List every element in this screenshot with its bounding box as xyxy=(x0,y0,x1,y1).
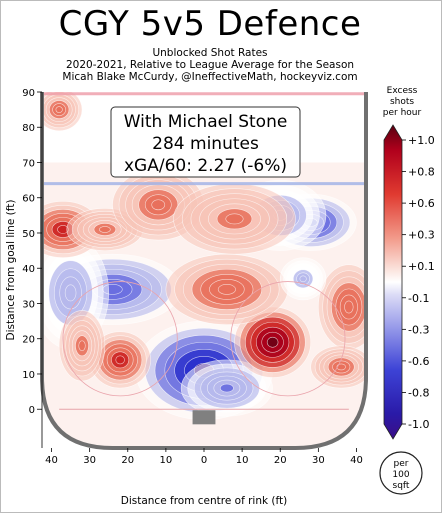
x-tick-label: 20 xyxy=(274,455,287,466)
colorbar-tick-label: -0.1 xyxy=(408,292,429,305)
x-tick-label: 0 xyxy=(201,455,207,466)
x-tick-label: 20 xyxy=(121,455,134,466)
heat-region xyxy=(180,359,273,417)
x-tick-label: 30 xyxy=(83,455,96,466)
chart-subtitle-3: Micah Blake McCurdy, @IneffectiveMath, h… xyxy=(62,71,358,83)
heat-contour xyxy=(299,275,307,283)
heat-region xyxy=(58,310,106,382)
x-tick-label: 40 xyxy=(45,455,58,466)
colorbar-tick-label: +1.0 xyxy=(408,134,435,147)
x-tick-label: 30 xyxy=(312,455,325,466)
colorbar-title-2: shots xyxy=(390,97,414,107)
y-axis-label: Distance from goal line (ft) xyxy=(5,200,17,341)
chart-subtitle-2: 2020-2021, Relative to League Average fo… xyxy=(65,59,355,71)
colorbar-tick-label: -1.0 xyxy=(408,418,429,431)
heat-contour xyxy=(115,355,125,365)
heat-contour xyxy=(64,284,77,302)
colorbar-tick-label: -0.3 xyxy=(408,323,429,336)
y-tick-label: 80 xyxy=(22,123,35,134)
heat-region xyxy=(165,253,289,325)
info-line-3: xGA/60: 2.27 (-6%) xyxy=(124,156,287,176)
x-tick-label: 40 xyxy=(350,455,363,466)
faceoff-circle-right xyxy=(230,281,346,397)
heat-contour xyxy=(220,383,234,393)
heatmap-layer xyxy=(42,92,366,448)
heat-contour xyxy=(344,300,354,314)
badge-line-1: per xyxy=(394,459,409,469)
colorbar: Excess shots per hour +1.0 +0.8 +0.6 +0.3 +0… xyxy=(383,86,435,440)
colorbar-tick-label: +0.8 xyxy=(408,166,435,179)
info-line-2: 284 minutes xyxy=(152,134,259,154)
y-tick-label: 0 xyxy=(29,405,35,416)
heat-contour xyxy=(55,106,63,113)
colorbar-scale xyxy=(383,124,403,440)
heat-contour xyxy=(266,336,279,348)
y-tick-label: 40 xyxy=(22,264,35,275)
colorbar-tick-label: +0.6 xyxy=(408,197,435,210)
y-tick-label: 70 xyxy=(22,158,35,169)
chart-subtitle-1: Unblocked Shot Rates xyxy=(152,47,268,59)
area-badge: per 100 sqft xyxy=(379,451,423,495)
heat-contour xyxy=(225,213,244,225)
colorbar-tick-label: +0.1 xyxy=(408,260,435,273)
heat-region xyxy=(173,183,296,255)
info-box: With Michael Stone 284 minutes xGA/60: 2… xyxy=(110,106,301,178)
heat-region xyxy=(279,257,327,301)
goal-net xyxy=(192,410,216,425)
colorbar-title-3: per hour xyxy=(383,108,422,118)
x-tick-label: 10 xyxy=(160,455,173,466)
heat-contour xyxy=(336,363,346,371)
y-tick-label: 30 xyxy=(22,299,35,310)
y-tick-label: 90 xyxy=(22,88,35,99)
heat-region xyxy=(310,345,366,389)
x-tick-label: 10 xyxy=(236,455,249,466)
heat-region xyxy=(42,92,83,132)
heat-region xyxy=(89,331,151,389)
badge-line-3: sqft xyxy=(393,481,410,491)
heat-region xyxy=(318,264,366,350)
heat-contour xyxy=(217,284,236,295)
heat-region xyxy=(234,306,312,378)
badge-line-2: 100 xyxy=(392,470,409,480)
chart-title: CGY 5v5 Defence xyxy=(58,4,362,44)
heat-contour xyxy=(151,199,166,211)
y-tick-label: 10 xyxy=(22,370,35,381)
colorbar-title-1: Excess xyxy=(387,86,418,96)
colorbar-tick-label: -0.6 xyxy=(408,355,429,368)
faceoff-circle-left xyxy=(62,281,178,397)
y-tick-label: 20 xyxy=(22,335,35,346)
heat-contour xyxy=(78,340,86,352)
y-tick-label: 60 xyxy=(22,194,35,205)
colorbar-tick-label: -0.8 xyxy=(408,386,429,399)
y-tick-label: 50 xyxy=(22,229,35,240)
heat-contour xyxy=(99,226,111,233)
info-line-1: With Michael Stone xyxy=(124,112,288,132)
colorbar-tick-label: +0.3 xyxy=(408,229,435,242)
x-axis-label: Distance from centre of rink (ft) xyxy=(121,495,288,507)
axes: 0 10 20 30 40 50 60 70 80 90 40 30 20 10 0 10 20 30 40 Dist… xyxy=(5,88,363,507)
